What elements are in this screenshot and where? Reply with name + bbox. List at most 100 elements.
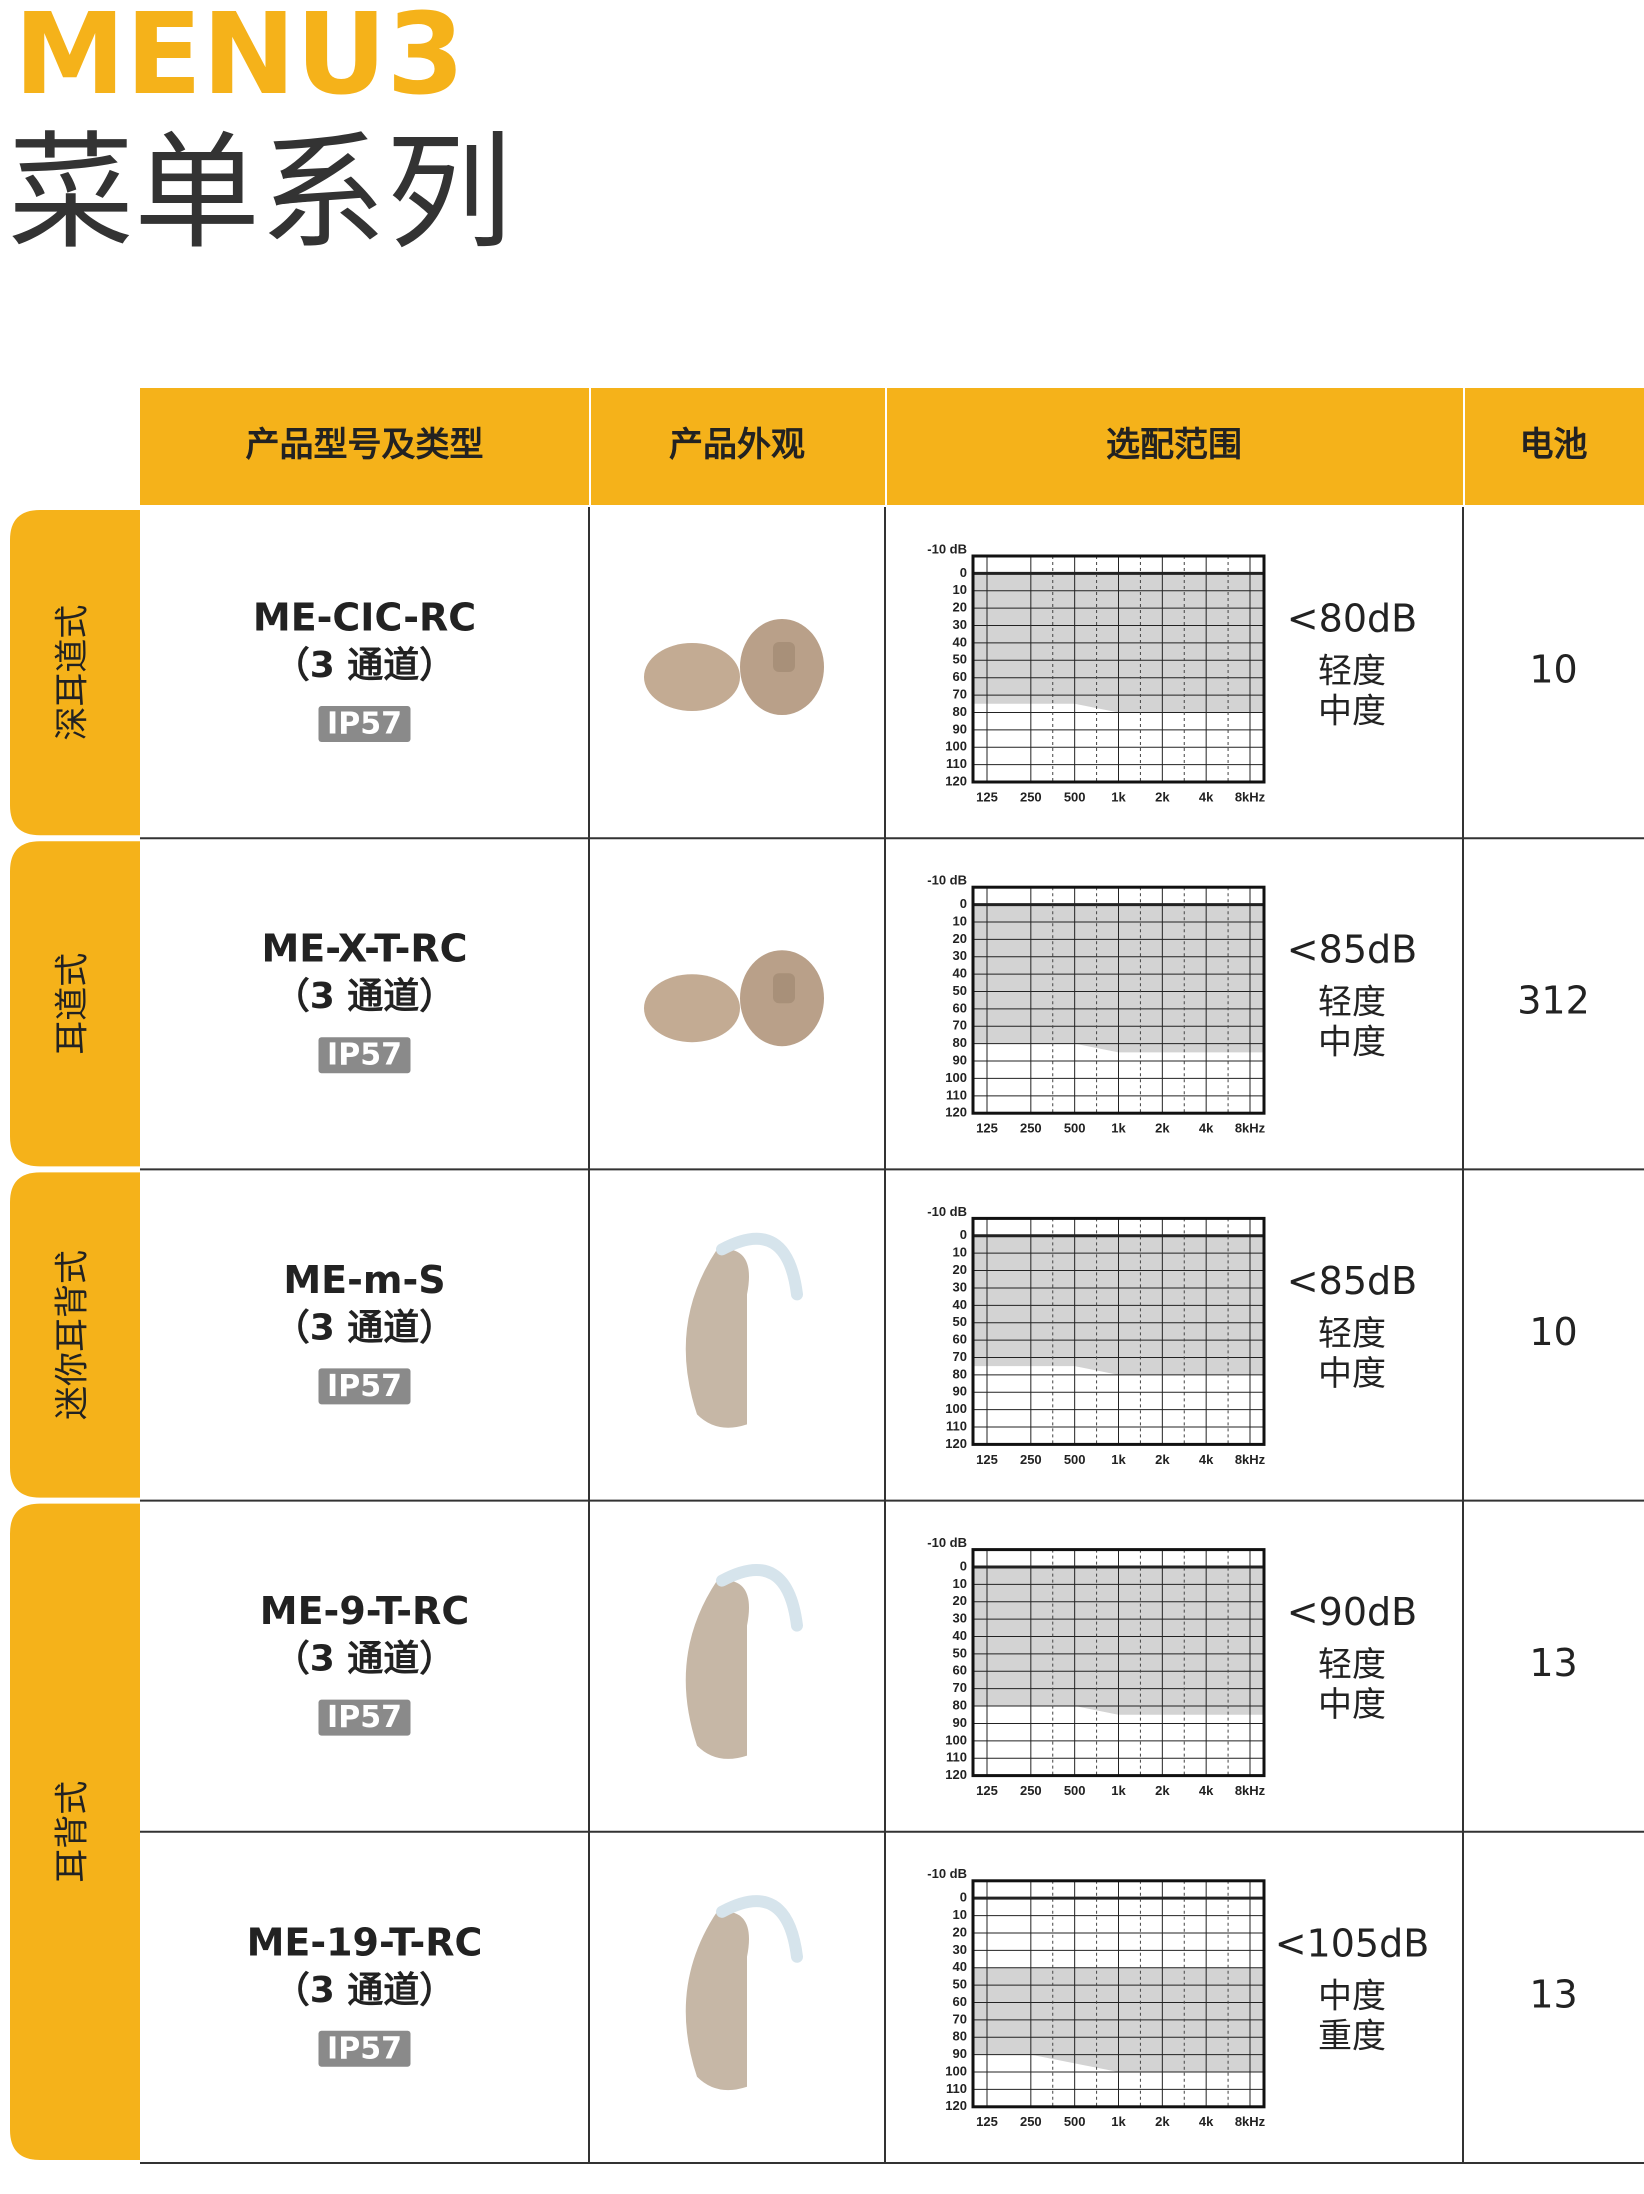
rating: IP57 xyxy=(327,1700,402,1735)
y-tick-label: 100 xyxy=(945,1732,967,1747)
product-image xyxy=(685,1911,749,2091)
product-image xyxy=(773,642,795,672)
y-tick-label: 50 xyxy=(953,1977,967,1992)
y-tick-label: 70 xyxy=(953,687,967,702)
y-tick-label: 40 xyxy=(953,634,967,649)
hearing-range: <85dB xyxy=(1287,928,1417,972)
group-label: 耳道式 xyxy=(53,953,93,1055)
y-tick-label: 90 xyxy=(953,1715,967,1730)
product-image xyxy=(773,973,795,1004)
y-tick-label: 40 xyxy=(953,1959,967,1974)
x-tick-label: 1k xyxy=(1111,1452,1126,1467)
y-tick-label: 110 xyxy=(946,1087,967,1102)
rating-badge xyxy=(318,1368,411,1405)
hearing-range: <90dB xyxy=(1287,1590,1417,1634)
hearing-range: <105dB xyxy=(1275,1921,1430,1965)
page-title: MENU3 xyxy=(14,0,465,120)
y-tick-label: 50 xyxy=(953,983,967,998)
battery: 13 xyxy=(1529,1972,1577,2016)
channels: （3 通道） xyxy=(274,1970,456,2011)
plot-frame xyxy=(971,1879,1266,2109)
x-tick-label: 4k xyxy=(1199,2114,1214,2129)
product-image xyxy=(644,974,740,1043)
x-tick-label: 1k xyxy=(1111,1121,1126,1136)
y-tick-label: 50 xyxy=(953,1314,967,1329)
group-tab xyxy=(10,510,140,836)
product-image xyxy=(685,1580,749,1759)
x-tick-label: 4k xyxy=(1199,1783,1214,1798)
y-tick-label: 100 xyxy=(945,739,967,754)
y-tick-label: 120 xyxy=(945,773,967,788)
y-tick-label: -10 dB xyxy=(927,1866,967,1881)
product-image xyxy=(644,643,740,711)
y-tick-label: 40 xyxy=(953,966,967,981)
hearing-range: <80dB xyxy=(1287,597,1417,641)
y-tick-label: 80 xyxy=(953,704,967,719)
channels: （3 通道） xyxy=(274,1639,456,1680)
hearing-degree: 中度 xyxy=(1318,1685,1386,1725)
rating: IP57 xyxy=(327,1369,402,1404)
channels: （3 通道） xyxy=(274,1307,456,1348)
rating-badge xyxy=(318,2030,411,2067)
group-label: 迷你耳背式 xyxy=(53,1250,93,1420)
battery: 10 xyxy=(1529,648,1577,692)
x-tick-label: 4k xyxy=(1199,789,1214,804)
x-tick-label: 500 xyxy=(1064,1121,1086,1136)
hearing-degree: 轻度 xyxy=(1318,652,1386,692)
y-tick-label: -10 dB xyxy=(927,541,967,556)
rating: IP57 xyxy=(327,2031,402,2066)
y-tick-label: 70 xyxy=(953,1018,967,1033)
product-image xyxy=(716,1564,803,1632)
y-tick-label: 60 xyxy=(953,669,967,684)
y-tick-label: 120 xyxy=(945,1767,967,1782)
hearing-degree: 中度 xyxy=(1318,692,1386,732)
channels: （3 通道） xyxy=(274,976,456,1017)
y-tick-label: 20 xyxy=(953,1262,967,1277)
y-tick-label: 70 xyxy=(953,1349,967,1364)
rating: IP57 xyxy=(327,1038,402,1073)
y-tick-label: 20 xyxy=(953,1593,967,1608)
y-tick-label: 90 xyxy=(953,1052,967,1067)
y-tick-label: 10 xyxy=(953,1907,967,1922)
y-tick-label: 0 xyxy=(960,896,967,911)
x-tick-label: 2k xyxy=(1155,1121,1170,1136)
y-tick-label: 10 xyxy=(953,1576,967,1591)
y-tick-label: 50 xyxy=(953,652,967,667)
hearing-degree: 中度 xyxy=(1318,1976,1386,2016)
y-tick-label: 30 xyxy=(953,617,967,632)
y-tick-label: 90 xyxy=(953,721,967,736)
battery: 13 xyxy=(1529,1641,1577,1685)
y-tick-label: 30 xyxy=(953,1942,967,1957)
column-header: 电池 xyxy=(1520,425,1588,465)
plot-frame xyxy=(971,554,1266,784)
x-tick-label: 1k xyxy=(1111,2114,1126,2129)
x-tick-label: 2k xyxy=(1155,2114,1170,2129)
plot-frame xyxy=(971,1216,1266,1446)
model-name: ME-9-T-RC xyxy=(260,1589,469,1633)
x-tick-label: 125 xyxy=(976,1121,998,1136)
hearing-degree: 轻度 xyxy=(1318,983,1386,1023)
x-tick-label: 125 xyxy=(976,789,998,804)
hearing-degree: 轻度 xyxy=(1318,1314,1386,1354)
channels: （3 通道） xyxy=(274,645,456,686)
y-tick-label: 40 xyxy=(953,1297,967,1312)
y-tick-label: 60 xyxy=(953,1332,967,1347)
x-tick-label: 250 xyxy=(1020,2114,1042,2129)
x-tick-label: 250 xyxy=(1020,1452,1042,1467)
x-tick-label: 8kHz xyxy=(1235,1783,1266,1798)
x-tick-label: 500 xyxy=(1064,1452,1086,1467)
y-tick-label: 20 xyxy=(953,600,967,615)
rating-badge xyxy=(318,1699,411,1736)
model-name: ME-X-T-RC xyxy=(261,927,467,971)
y-tick-label: 110 xyxy=(946,2081,967,2096)
header-cell xyxy=(887,388,1463,505)
group-tab xyxy=(10,1503,140,2160)
y-tick-label: 10 xyxy=(953,582,967,597)
y-tick-label: 90 xyxy=(953,2046,967,2061)
header-cell xyxy=(140,388,589,505)
y-tick-label: -10 dB xyxy=(927,1204,967,1219)
x-tick-label: 2k xyxy=(1155,789,1170,804)
y-tick-label: 110 xyxy=(946,756,967,771)
x-tick-label: 2k xyxy=(1155,1783,1170,1798)
x-tick-label: 1k xyxy=(1111,789,1126,804)
